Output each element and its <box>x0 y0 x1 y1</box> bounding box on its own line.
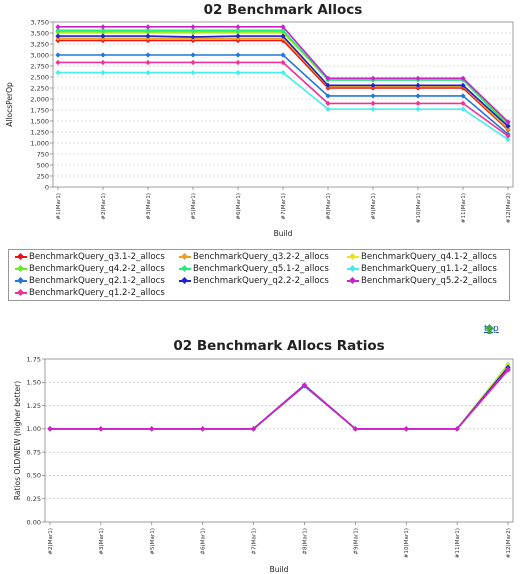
legend-marker <box>347 264 359 273</box>
x-tick-label: #5(Mar1) <box>150 528 156 555</box>
y-tick-label: 500 <box>37 161 49 169</box>
legend-label: BenchmarkQuery_q3.2-2_allocs <box>193 252 329 262</box>
x-tick-label: #5(Mar1) <box>191 193 197 220</box>
legend-marker <box>15 264 27 273</box>
allocs-legend: BenchmarkQuery_q3.1-2_allocs BenchmarkQue… <box>8 249 510 301</box>
allocs-chart: 02 Benchmark Allocs 0 250 500 750 1,000 1,250 1… <box>0 0 523 248</box>
legend-label: BenchmarkQuery_q5.1-2_allocs <box>193 264 329 274</box>
legend-marker <box>347 252 359 261</box>
legend-marker <box>15 276 27 285</box>
legend-item: BenchmarkQuery_q4.2-2_allocs <box>15 264 165 275</box>
x-tick-label: #3(Mar1) <box>146 193 152 220</box>
x-tick-label: #10(Mar1) <box>404 528 410 558</box>
legend-marker <box>15 288 27 297</box>
y-tick-label: 1.00 <box>27 425 41 433</box>
x-tick-label: #10(Mar1) <box>416 193 422 223</box>
plot-area <box>45 359 513 522</box>
y-tick-label: 2,750 <box>30 62 49 70</box>
y-tick-label: 3,500 <box>30 29 49 37</box>
legend-item: BenchmarkQuery_q1.1-2_allocs <box>347 264 497 275</box>
legend-item: BenchmarkQuery_q5.1-2_allocs <box>179 264 329 275</box>
legend-marker <box>179 276 191 285</box>
y-tick-label: 2,250 <box>30 84 49 92</box>
x-tick-label: #2(Mar1) <box>48 528 54 555</box>
y-tick-label: 1,750 <box>30 106 49 114</box>
legend-label: BenchmarkQuery_q1.2-2_allocs <box>29 288 165 298</box>
y-tick-label: 0.50 <box>27 472 41 480</box>
y-tick-label: 750 <box>37 150 49 158</box>
legend-label: BenchmarkQuery_q3.1-2_allocs <box>29 252 165 262</box>
x-tick-label: #9(Mar1) <box>371 193 377 220</box>
x-axis-label: Build <box>270 565 289 574</box>
y-tick-label: 0 <box>45 183 49 191</box>
x-tick-label: #11(Mar1) <box>461 193 467 223</box>
legend-marker <box>179 264 191 273</box>
y-tick-label: 0.75 <box>27 448 41 456</box>
top-link[interactable]: top <box>484 324 499 334</box>
y-tick-label: 2,500 <box>30 73 49 81</box>
x-tick-label: #12(Mar2) <box>506 193 512 223</box>
legend-item: BenchmarkQuery_q3.1-2_allocs <box>15 252 165 263</box>
allocs-ratios-chart: 02 Benchmark Allocs Ratios 0.00 0.25 0.50 0.… <box>0 334 523 574</box>
green-up-arrow-icon <box>484 324 495 334</box>
legend-label: BenchmarkQuery_q1.1-2_allocs <box>361 264 497 274</box>
x-tick-label: #1(Mar1) <box>56 193 62 220</box>
legend-label: BenchmarkQuery_q2.1-2_allocs <box>29 276 165 286</box>
x-axis-label: Build <box>274 229 293 238</box>
chart-title: 02 Benchmark Allocs Ratios <box>173 338 384 354</box>
x-tick-label: #6(Mar1) <box>201 528 207 555</box>
legend-item: BenchmarkQuery_q2.1-2_allocs <box>15 276 165 287</box>
x-tick-label: #8(Mar1) <box>326 193 332 220</box>
legend-label: BenchmarkQuery_q4.2-2_allocs <box>29 264 165 274</box>
legend-item: BenchmarkQuery_q1.2-2_allocs <box>15 288 165 299</box>
chart-title: 02 Benchmark Allocs <box>204 2 363 18</box>
y-tick-label: 1,000 <box>30 139 49 147</box>
legend-item: BenchmarkQuery_q3.2-2_allocs <box>179 252 329 263</box>
legend-marker <box>179 252 191 261</box>
y-axis-label: AllocsPerOp <box>5 82 14 127</box>
legend-item: BenchmarkQuery_q5.2-2_allocs <box>347 276 497 287</box>
y-tick-label: 1.50 <box>27 379 41 387</box>
legend-marker <box>15 252 27 261</box>
y-tick-label: 1,250 <box>30 128 49 136</box>
plot-area <box>53 22 513 187</box>
legend-label: BenchmarkQuery_q5.2-2_allocs <box>361 276 497 286</box>
y-axis-label: Ratios OLD/NEW (higher better) <box>13 381 22 500</box>
x-tick-label: #3(Mar1) <box>99 528 105 555</box>
y-tick-label: 1.25 <box>27 402 41 410</box>
legend-item: BenchmarkQuery_q4.1-2_allocs <box>347 252 497 263</box>
legend-marker <box>347 276 359 285</box>
legend-label: BenchmarkQuery_q4.1-2_allocs <box>361 252 497 262</box>
x-tick-label: #6(Mar1) <box>236 193 242 220</box>
x-tick-label: #11(Mar1) <box>455 528 461 558</box>
x-tick-label: #7(Mar1) <box>252 528 258 555</box>
y-tick-label: 3,750 <box>30 18 49 26</box>
y-tick-label: 0.25 <box>27 495 41 503</box>
y-tick-label: 250 <box>37 172 49 180</box>
x-tick-label: #7(Mar1) <box>281 193 287 220</box>
x-tick-label: #9(Mar1) <box>353 528 359 555</box>
x-tick-label: #12(Mar2) <box>506 528 512 558</box>
legend-item: BenchmarkQuery_q2.2-2_allocs <box>179 276 329 287</box>
y-tick-label: 3,250 <box>30 40 49 48</box>
y-tick-label: 2,000 <box>30 95 49 103</box>
y-tick-label: 1.75 <box>27 355 41 363</box>
y-tick-label: 0.00 <box>27 518 41 526</box>
x-tick-label: #2(Mar1) <box>101 193 107 220</box>
legend-label: BenchmarkQuery_q2.2-2_allocs <box>193 276 329 286</box>
y-tick-label: 3,000 <box>30 51 49 59</box>
y-tick-label: 1,500 <box>30 117 49 125</box>
x-tick-label: #8(Mar1) <box>302 528 308 555</box>
